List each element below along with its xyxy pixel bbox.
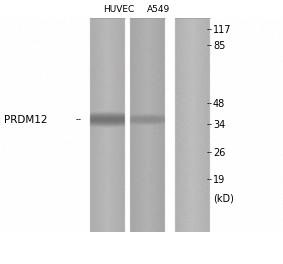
Text: A549: A549 (147, 5, 170, 14)
Text: --: -- (207, 99, 213, 108)
Text: PRDM12: PRDM12 (4, 115, 48, 125)
Text: --: -- (207, 25, 213, 34)
Text: --: -- (207, 148, 213, 157)
Text: --: -- (76, 115, 82, 124)
Text: (kD): (kD) (213, 194, 234, 204)
Text: 48: 48 (213, 98, 225, 109)
Text: 26: 26 (213, 148, 225, 158)
Text: HUVEC: HUVEC (103, 5, 134, 14)
Text: 19: 19 (213, 175, 225, 185)
Text: --: -- (207, 41, 213, 50)
Text: 85: 85 (213, 41, 225, 51)
Text: 117: 117 (213, 25, 231, 35)
Text: --: -- (207, 120, 213, 130)
Text: 34: 34 (213, 120, 225, 130)
Text: --: -- (207, 175, 213, 184)
